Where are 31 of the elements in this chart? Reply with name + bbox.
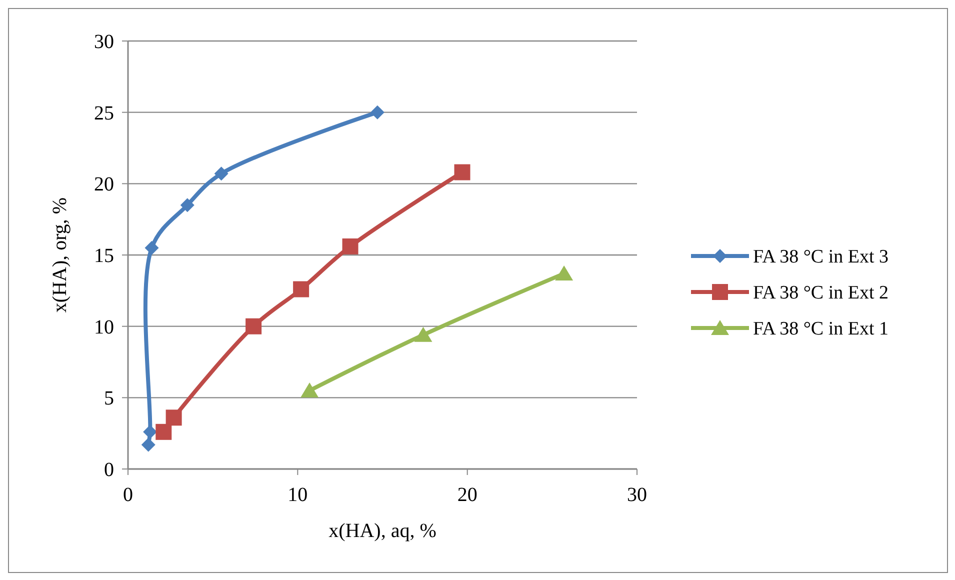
- legend-label: FA 38 °C in Ext 1: [753, 318, 889, 340]
- point: [370, 105, 384, 120]
- point: [141, 438, 156, 452]
- point: [156, 424, 172, 440]
- x-tick-label: 10: [288, 484, 308, 506]
- point: [143, 424, 158, 439]
- point: [555, 266, 574, 281]
- point: [166, 410, 182, 426]
- y-tick-label: 0: [104, 459, 114, 481]
- point: [414, 326, 432, 342]
- point: [246, 318, 262, 334]
- y-tick-label: 25: [94, 102, 114, 124]
- y-tick-label: 10: [94, 316, 114, 338]
- y-tick-label: 5: [104, 388, 114, 410]
- point: [454, 164, 470, 180]
- y-tick-label: 30: [94, 31, 114, 53]
- x-tick-label: 20: [457, 484, 478, 506]
- point: [180, 198, 194, 212]
- x-tick-label: 0: [123, 484, 133, 506]
- x-tick-label: 30: [627, 484, 647, 506]
- point: [293, 281, 310, 298]
- legend-label: FA 38 °C in Ext 2: [753, 282, 889, 304]
- legend-label: FA 38 °C in Ext 3: [753, 246, 889, 268]
- point: [300, 382, 319, 398]
- point: [144, 240, 159, 255]
- point: [214, 166, 228, 181]
- point: [342, 238, 358, 254]
- y-tick-label: 15: [94, 245, 114, 267]
- y-axis-title: x(HA), org, %: [49, 197, 71, 313]
- x-axis-title: x(HA), aq, %: [328, 520, 436, 542]
- y-tick-label: 20: [94, 174, 114, 196]
